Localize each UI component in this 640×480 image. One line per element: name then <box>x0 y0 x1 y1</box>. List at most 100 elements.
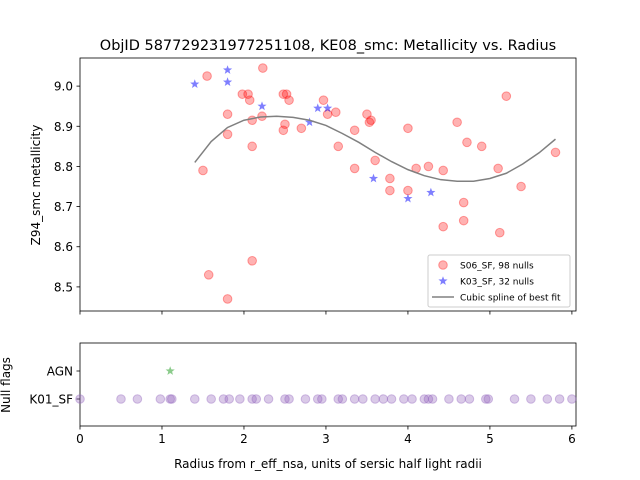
s06-sf-point <box>247 256 257 266</box>
s06-sf-point <box>243 89 253 99</box>
k01-sf-point <box>317 394 327 404</box>
k01-sf-point <box>280 394 290 404</box>
bottom-plot-frame <box>79 342 577 427</box>
k01-sf-point <box>444 394 454 404</box>
x-tick-label: 2 <box>240 432 248 446</box>
s06-sf-point <box>385 185 395 196</box>
y-axis-label: Z94_smc metallicity <box>29 125 43 246</box>
k03-sf-point <box>313 103 323 113</box>
x-tick-label: 6 <box>568 432 576 446</box>
chart-title: ObjID 587729231977251108, KE08_smc: Meta… <box>100 38 556 54</box>
s06-sf-point <box>462 137 472 148</box>
k03-sf-point <box>323 103 333 113</box>
legend-marker-s06 <box>438 260 448 270</box>
k01-sf-point <box>423 394 434 404</box>
k01-sf-point <box>263 394 274 404</box>
y-tick-label: 8.8 <box>54 160 73 174</box>
s06-sf-point <box>550 147 561 158</box>
s06-sf-point <box>403 185 413 196</box>
k01-sf-point <box>456 394 467 404</box>
k01-sf-point <box>165 394 175 404</box>
y-tick-label: 9.0 <box>54 80 73 94</box>
k01-sf-point <box>333 394 344 404</box>
s06-sf-point <box>349 125 360 136</box>
legend-label: S06_SF, 98 nulls <box>460 262 534 272</box>
s06-sf-point <box>222 109 233 120</box>
k03-sf-point <box>223 77 233 86</box>
y-tick-label: 8.6 <box>54 240 73 254</box>
spline-line <box>194 115 556 183</box>
k01-sf-point <box>155 394 166 404</box>
null-flags-panel: K01_SF AGN 0 1 2 3 4 5 6 <box>29 342 577 446</box>
s06-sf-point <box>364 117 375 128</box>
s06-sf-point <box>501 91 512 101</box>
y-tick-label: 8.9 <box>54 120 73 134</box>
s06-sf-point <box>458 215 469 226</box>
k01-sf-point <box>378 394 389 404</box>
s06-sf-point <box>333 141 344 152</box>
top-plot-frame <box>79 57 577 312</box>
s06-sf-point <box>349 163 360 174</box>
legend-label: K03_SF, 32 nulls <box>460 278 534 288</box>
x-tick-label: 1 <box>158 432 166 446</box>
y-tick-label: 8.7 <box>54 200 73 214</box>
k01-sf-point <box>206 394 216 404</box>
s06-sf-point <box>403 123 413 134</box>
s06-sf-point <box>203 270 214 280</box>
y-tick-label: 8.5 <box>54 280 73 294</box>
k01-sf-point <box>526 394 536 404</box>
s06-sf-point <box>494 227 505 238</box>
k01-sf-point <box>300 394 311 404</box>
s06-sf-point <box>237 89 248 99</box>
k03-sf-point <box>223 65 233 74</box>
s06-sf-point <box>222 129 233 140</box>
s06-sf-point <box>330 107 341 118</box>
k01-sf-point <box>116 394 126 404</box>
k01-sf-point <box>337 394 348 404</box>
k01-sf-point <box>312 394 323 404</box>
s06-sf-point <box>362 109 372 120</box>
k01-sf-point <box>483 394 494 404</box>
k01-sf-point <box>386 394 397 404</box>
k01-sf-point <box>75 394 85 404</box>
s06-sf-point <box>247 141 257 152</box>
k01-sf-point <box>464 394 475 404</box>
k01-sf-point <box>189 394 200 404</box>
s06-sf-point <box>476 141 487 152</box>
k01-sf-point <box>554 394 565 404</box>
x-tick-label: 4 <box>404 432 412 446</box>
k01-sf-point <box>349 394 360 404</box>
s06-sf-point <box>366 115 376 126</box>
metallicity-panel: 8.5 8.6 8.7 8.8 8.9 9.0 S06_SF, 98 nulls K03_SF… <box>54 57 577 315</box>
s06-sf-point <box>370 155 380 166</box>
s06-sf-point <box>244 95 255 105</box>
k01-sf-point <box>419 394 430 404</box>
s06-sf-point <box>247 115 257 126</box>
s06-sf-point <box>258 63 268 73</box>
legend-marker-k03 <box>438 276 448 285</box>
k01-sf-point <box>370 394 380 404</box>
legend-label: Cubic spline of best fit <box>460 294 561 304</box>
k01-sf-point <box>542 394 553 404</box>
s06-sf-point <box>281 89 292 99</box>
k01-sf-point <box>567 394 577 404</box>
k01-sf-point <box>509 394 520 404</box>
x-axis-label: Radius from r_eff_nsa, units of sersic h… <box>174 457 482 471</box>
k01-sf-point <box>224 394 235 404</box>
k01-sf-point <box>251 394 262 404</box>
k01-sf-point <box>427 394 438 404</box>
k01-sf-point <box>218 394 229 404</box>
s06-sf-point <box>280 119 290 130</box>
s06-sf-point <box>458 197 469 208</box>
k01-sf-point <box>247 394 257 404</box>
k03-sf-point <box>426 187 436 197</box>
k03-sf-point <box>368 173 379 183</box>
k01-sf-point <box>132 394 143 404</box>
k01-sf-point <box>399 394 409 404</box>
s06-sf-point <box>278 89 289 99</box>
agn-point <box>165 366 175 375</box>
s06-sf-point <box>202 71 212 81</box>
k01-sf-point <box>167 394 177 404</box>
s06-sf-point <box>222 294 233 304</box>
